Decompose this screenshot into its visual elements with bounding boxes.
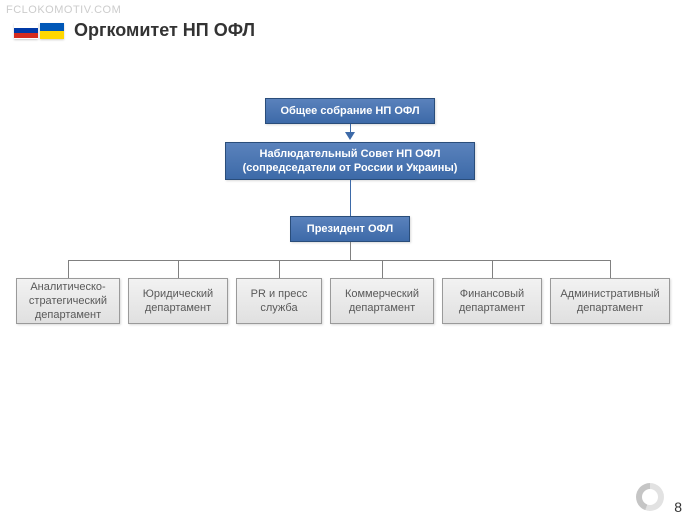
page-number: 8 [674,499,682,515]
flag-russia-icon [14,23,38,39]
org-dept-1: Юридический департамент [128,278,228,324]
corner-logo-icon [636,483,664,511]
org-level1: Общее собрание НП ОФЛ [265,98,435,124]
connector-line [68,260,610,261]
connector-line [610,260,611,278]
connector-line [350,180,351,216]
org-dept-2: PR и пресс служба [236,278,322,324]
org-level3: Президент ОФЛ [290,216,410,242]
page-title: Оргкомитет НП ОФЛ [74,20,255,41]
connector-line [382,260,383,278]
connector-line [492,260,493,278]
org-dept-0: Аналитическо-стратегический департамент [16,278,120,324]
flag-ukraine-icon [40,23,64,39]
connector-line [350,242,351,260]
org-level2: Наблюдательный Совет НП ОФЛ (сопредседат… [225,142,475,180]
org-dept-5: Административный департамент [550,278,670,324]
watermark: FCLOKOMOTIV.COM [6,4,121,16]
arrow-icon [345,132,355,140]
flags [14,23,64,39]
header: Оргкомитет НП ОФЛ [14,20,255,41]
org-dept-4: Финансовый департамент [442,278,542,324]
org-dept-3: Коммерческий департамент [330,278,434,324]
connector-line [279,260,280,278]
connector-line [178,260,179,278]
connector-line [68,260,69,278]
